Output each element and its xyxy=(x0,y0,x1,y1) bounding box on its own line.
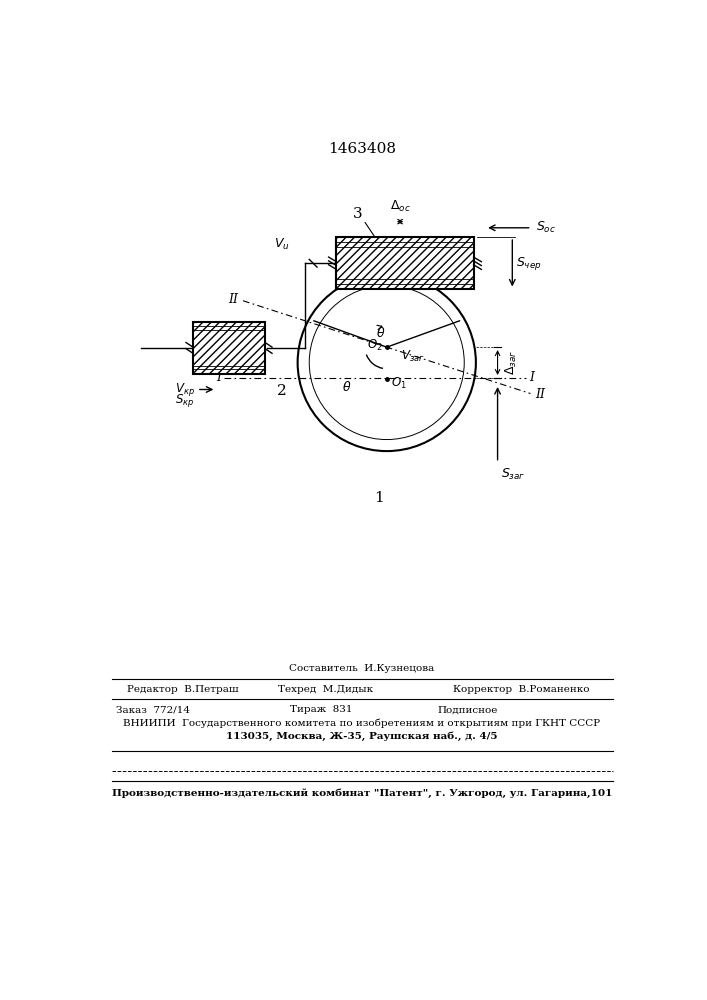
Text: $O_1$: $O_1$ xyxy=(391,376,407,391)
Text: $\theta$: $\theta$ xyxy=(376,326,385,340)
Bar xyxy=(193,322,265,374)
Text: Тираж  831: Тираж 831 xyxy=(290,705,352,714)
Text: Составитель  И.Кузнецова: Составитель И.Кузнецова xyxy=(289,664,435,673)
Text: 1: 1 xyxy=(374,491,384,505)
Text: Техред  М.Дидык: Техред М.Дидык xyxy=(279,685,373,694)
Text: $\Delta_{ос}$: $\Delta_{ос}$ xyxy=(390,199,411,214)
Text: II: II xyxy=(228,293,238,306)
Text: I: I xyxy=(216,371,221,384)
Text: II: II xyxy=(535,388,545,401)
Text: $V_u$: $V_u$ xyxy=(274,236,290,252)
Text: 1463408: 1463408 xyxy=(328,142,396,156)
Text: Производственно-издательский комбинат "Патент", г. Ужгород, ул. Гагарина,101: Производственно-издательский комбинат "П… xyxy=(112,788,612,798)
Text: Заказ  772/14: Заказ 772/14 xyxy=(115,705,189,714)
Text: Подписное: Подписное xyxy=(437,705,498,714)
Text: Корректор  В.Романенко: Корректор В.Романенко xyxy=(452,685,589,694)
Text: $\theta$: $\theta$ xyxy=(341,380,351,394)
Bar xyxy=(337,237,474,289)
Text: I: I xyxy=(529,371,534,384)
Text: ВНИИПИ  Государственного комитета по изобретениям и открытиям при ГКНТ СССР: ВНИИПИ Государственного комитета по изоб… xyxy=(124,719,600,728)
Text: $\Delta_{заг}$: $\Delta_{заг}$ xyxy=(504,350,519,375)
Text: $S_{заг}$: $S_{заг}$ xyxy=(501,466,526,482)
Bar xyxy=(337,237,474,289)
Text: $S_{ос}$: $S_{ос}$ xyxy=(535,220,556,235)
Text: $O_2$: $O_2$ xyxy=(367,338,383,353)
Text: $S_{кр}$: $S_{кр}$ xyxy=(175,392,194,409)
Text: 3: 3 xyxy=(354,207,363,221)
Text: 113035, Москва, Ж-35, Раушская наб., д. 4/5: 113035, Москва, Ж-35, Раушская наб., д. … xyxy=(226,731,498,741)
Text: $S_{чер}$: $S_{чер}$ xyxy=(516,255,542,272)
Text: $V_{заг}$: $V_{заг}$ xyxy=(401,349,424,364)
Text: 2: 2 xyxy=(276,384,286,398)
Text: Редактор  В.Петраш: Редактор В.Петраш xyxy=(127,685,239,694)
Text: $V_{кр}$: $V_{кр}$ xyxy=(175,381,194,398)
Bar xyxy=(193,322,265,374)
